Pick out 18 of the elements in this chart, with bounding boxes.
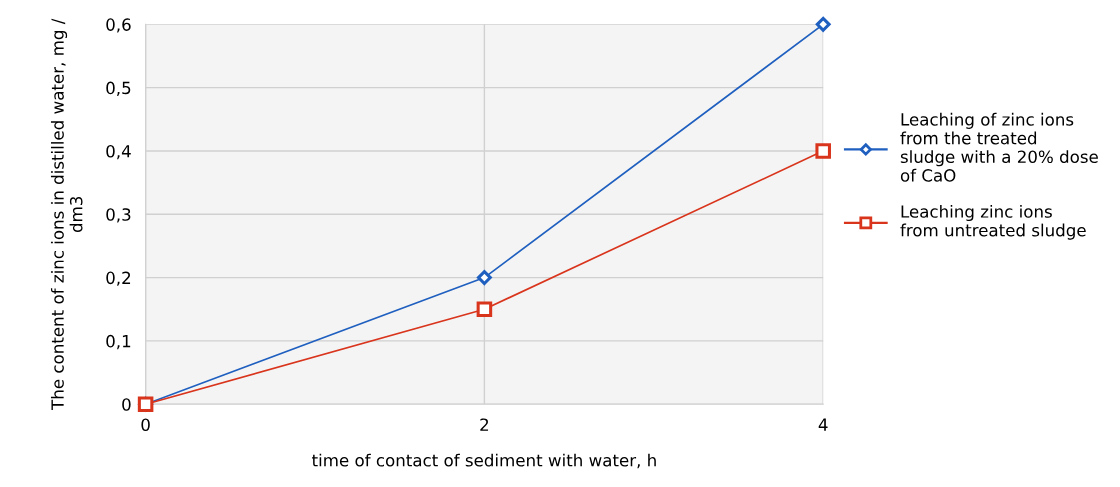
x-axis-title: time of contact of sediment with water, h xyxy=(312,453,656,469)
y-tick-label: 0,6 xyxy=(106,18,131,33)
x-tick-label: 2 xyxy=(480,418,489,431)
legend-label: Leaching zinc ions from untreated sludge xyxy=(900,204,1086,240)
x-tick-label: 0 xyxy=(141,418,150,431)
y-tick-label: 0,2 xyxy=(106,271,131,286)
point xyxy=(476,301,493,318)
x-tick-label: 4 xyxy=(818,418,828,431)
legend-label: Leaching of zinc ions from the treated sludge with a 20% dose of CaO xyxy=(900,112,1098,182)
y-tick-label: 0,3 xyxy=(106,208,131,223)
y-tick-label: 0,4 xyxy=(106,144,131,160)
y-axis-title: The content of zinc ions in distilled water, mg / dm3 xyxy=(50,18,83,410)
point xyxy=(815,16,831,32)
y-tick-label: 0 xyxy=(122,398,131,411)
y-tick-label: 0,5 xyxy=(106,81,131,96)
point xyxy=(815,143,831,159)
point xyxy=(476,270,492,286)
y-tick-label: 0,1 xyxy=(106,334,131,350)
